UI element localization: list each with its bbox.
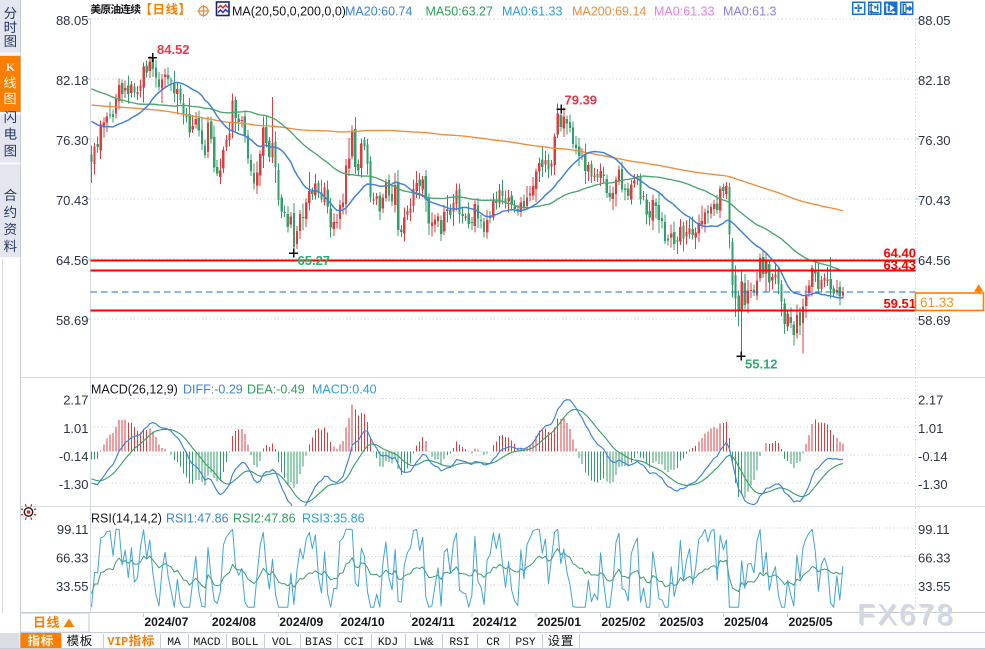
svg-text:K: K: [6, 60, 16, 74]
svg-text:CCI: CCI: [344, 637, 364, 649]
svg-text:MACD: MACD: [193, 637, 220, 649]
svg-text:2024/09: 2024/09: [279, 615, 323, 629]
svg-text:99.11: 99.11: [57, 522, 89, 537]
svg-text:VIP: VIP: [108, 636, 129, 649]
svg-text:MA(20,50,0,200,0,0): MA(20,50,0,200,0,0): [232, 5, 346, 19]
svg-text:88.05: 88.05: [56, 13, 89, 28]
svg-text:MA0:61.33: MA0:61.33: [502, 5, 563, 19]
svg-text:2024/12: 2024/12: [473, 615, 517, 629]
svg-text:63.43: 63.43: [883, 257, 916, 272]
svg-text:FX678: FX678: [859, 601, 957, 633]
svg-text:2024/11: 2024/11: [412, 615, 456, 629]
svg-text:2.17: 2.17: [918, 393, 943, 408]
svg-text:2025/05: 2025/05: [788, 615, 832, 629]
svg-text:RSI2:47.86: RSI2:47.86: [233, 512, 296, 526]
svg-text:CR: CR: [486, 637, 500, 649]
svg-text:58.69: 58.69: [918, 313, 951, 328]
svg-text:MA0:61.33: MA0:61.33: [654, 5, 715, 19]
svg-text:2025/02: 2025/02: [601, 615, 645, 629]
svg-text:2025/01: 2025/01: [537, 615, 581, 629]
svg-text:MACD:0.40: MACD:0.40: [312, 383, 377, 397]
svg-text:2024/07: 2024/07: [144, 615, 188, 629]
svg-text:DEA:-0.49: DEA:-0.49: [247, 383, 305, 397]
svg-text:79.39: 79.39: [565, 93, 598, 108]
svg-text:99.11: 99.11: [918, 522, 950, 537]
svg-text:-0.14: -0.14: [918, 449, 948, 464]
svg-text:RSI3:35.86: RSI3:35.86: [302, 512, 365, 526]
svg-text:MA50:63.27: MA50:63.27: [426, 5, 493, 19]
svg-text:64.40: 64.40: [883, 246, 916, 261]
svg-text:RSI: RSI: [449, 637, 469, 649]
svg-text:55.12: 55.12: [745, 357, 778, 372]
svg-text:FX678: FX678: [857, 599, 955, 631]
svg-text:82.18: 82.18: [918, 73, 951, 88]
svg-text:66.33: 66.33: [56, 551, 89, 566]
svg-text:2024/10: 2024/10: [341, 615, 385, 629]
svg-text:KDJ: KDJ: [378, 637, 398, 649]
svg-text:64.56: 64.56: [56, 253, 89, 268]
svg-text:65.27: 65.27: [298, 253, 331, 268]
svg-text:76.30: 76.30: [918, 133, 951, 148]
svg-text:88.05: 88.05: [918, 13, 951, 28]
svg-text:BIAS: BIAS: [305, 637, 332, 649]
svg-text:MACD(26,12,9): MACD(26,12,9): [91, 383, 178, 397]
svg-text:MA: MA: [167, 637, 181, 649]
svg-text:BOLL: BOLL: [231, 637, 258, 649]
svg-text:58.69: 58.69: [56, 313, 89, 328]
svg-text:MA0:61.3: MA0:61.3: [723, 5, 777, 19]
svg-text:1.01: 1.01: [63, 421, 88, 436]
svg-text:59.51: 59.51: [883, 296, 916, 311]
svg-text:70.43: 70.43: [918, 193, 951, 208]
svg-text:LW&: LW&: [413, 637, 434, 649]
svg-text:70.43: 70.43: [56, 193, 89, 208]
svg-text:1.01: 1.01: [918, 421, 943, 436]
svg-text:RSI(14,14,2): RSI(14,14,2): [91, 512, 162, 526]
svg-text:-1.30: -1.30: [918, 477, 948, 492]
svg-text:MA200:69.14: MA200:69.14: [572, 5, 646, 19]
svg-text:DIFF:-0.29: DIFF:-0.29: [183, 383, 243, 397]
svg-text:66.33: 66.33: [918, 551, 951, 566]
svg-text:82.18: 82.18: [56, 73, 89, 88]
svg-text:2025/04: 2025/04: [724, 615, 768, 629]
svg-text:61.33: 61.33: [920, 295, 954, 310]
svg-text:PSY: PSY: [515, 637, 536, 649]
svg-text:84.52: 84.52: [157, 42, 190, 57]
svg-text:-1.30: -1.30: [59, 477, 89, 492]
svg-text:33.55: 33.55: [56, 579, 89, 594]
svg-text:33.55: 33.55: [918, 579, 951, 594]
svg-text:2025/03: 2025/03: [660, 615, 704, 629]
svg-text:RSI1:47.86: RSI1:47.86: [166, 512, 229, 526]
svg-text:64.56: 64.56: [918, 253, 951, 268]
svg-text:MA20:60.74: MA20:60.74: [345, 5, 412, 19]
svg-text:2024/08: 2024/08: [212, 615, 256, 629]
svg-text:VOL: VOL: [272, 637, 293, 649]
svg-text:76.30: 76.30: [56, 133, 89, 148]
svg-text:-0.14: -0.14: [59, 449, 89, 464]
svg-text:2.17: 2.17: [63, 393, 88, 408]
